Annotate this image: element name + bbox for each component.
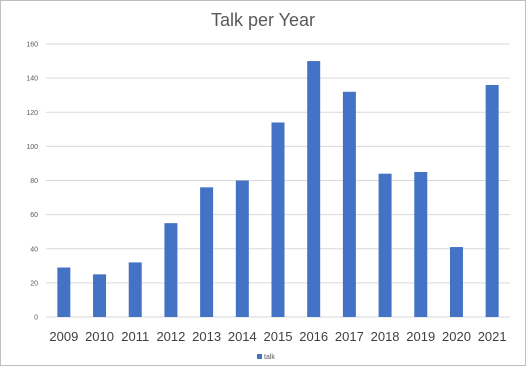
x-tick-label: 2015 bbox=[264, 329, 293, 344]
y-tick-label: 80 bbox=[30, 178, 38, 185]
y-tick-label: 0 bbox=[34, 315, 38, 322]
bar bbox=[93, 274, 107, 317]
x-tick-label: 2020 bbox=[442, 329, 471, 344]
bar bbox=[485, 84, 499, 317]
bar bbox=[378, 173, 392, 317]
bar bbox=[235, 180, 249, 317]
x-tick-label: 2016 bbox=[299, 329, 328, 344]
x-tick-label: 2012 bbox=[156, 329, 185, 344]
y-tick-label: 20 bbox=[30, 280, 38, 287]
x-tick-label: 2013 bbox=[192, 329, 221, 344]
bar bbox=[164, 223, 178, 317]
bar bbox=[200, 187, 214, 317]
x-tick-label: 2017 bbox=[335, 329, 364, 344]
x-tick-label: 2010 bbox=[85, 329, 114, 344]
bar bbox=[414, 171, 428, 317]
x-tick-label: 2014 bbox=[228, 329, 257, 344]
y-tick-label: 120 bbox=[26, 110, 38, 117]
y-tick-label: 160 bbox=[26, 42, 38, 49]
y-tick-label: 100 bbox=[26, 144, 38, 151]
x-tick-label: 2009 bbox=[49, 329, 78, 344]
chart-title: Talk per Year bbox=[210, 10, 316, 30]
y-tick-label: 40 bbox=[30, 246, 38, 253]
bar bbox=[271, 122, 285, 317]
bar bbox=[307, 61, 321, 317]
legend-label: talk bbox=[264, 354, 275, 361]
legend-swatch bbox=[257, 354, 262, 359]
bar bbox=[128, 262, 142, 317]
y-tick-label: 60 bbox=[30, 212, 38, 219]
y-tick-label: 140 bbox=[26, 76, 38, 83]
x-tick-label: 2011 bbox=[121, 329, 149, 344]
bar bbox=[342, 91, 356, 318]
x-tick-label: 2019 bbox=[406, 329, 435, 344]
x-tick-label: 2021 bbox=[478, 329, 507, 344]
x-tick-label: 2018 bbox=[371, 329, 400, 344]
bar bbox=[449, 247, 463, 317]
bar bbox=[57, 267, 71, 317]
